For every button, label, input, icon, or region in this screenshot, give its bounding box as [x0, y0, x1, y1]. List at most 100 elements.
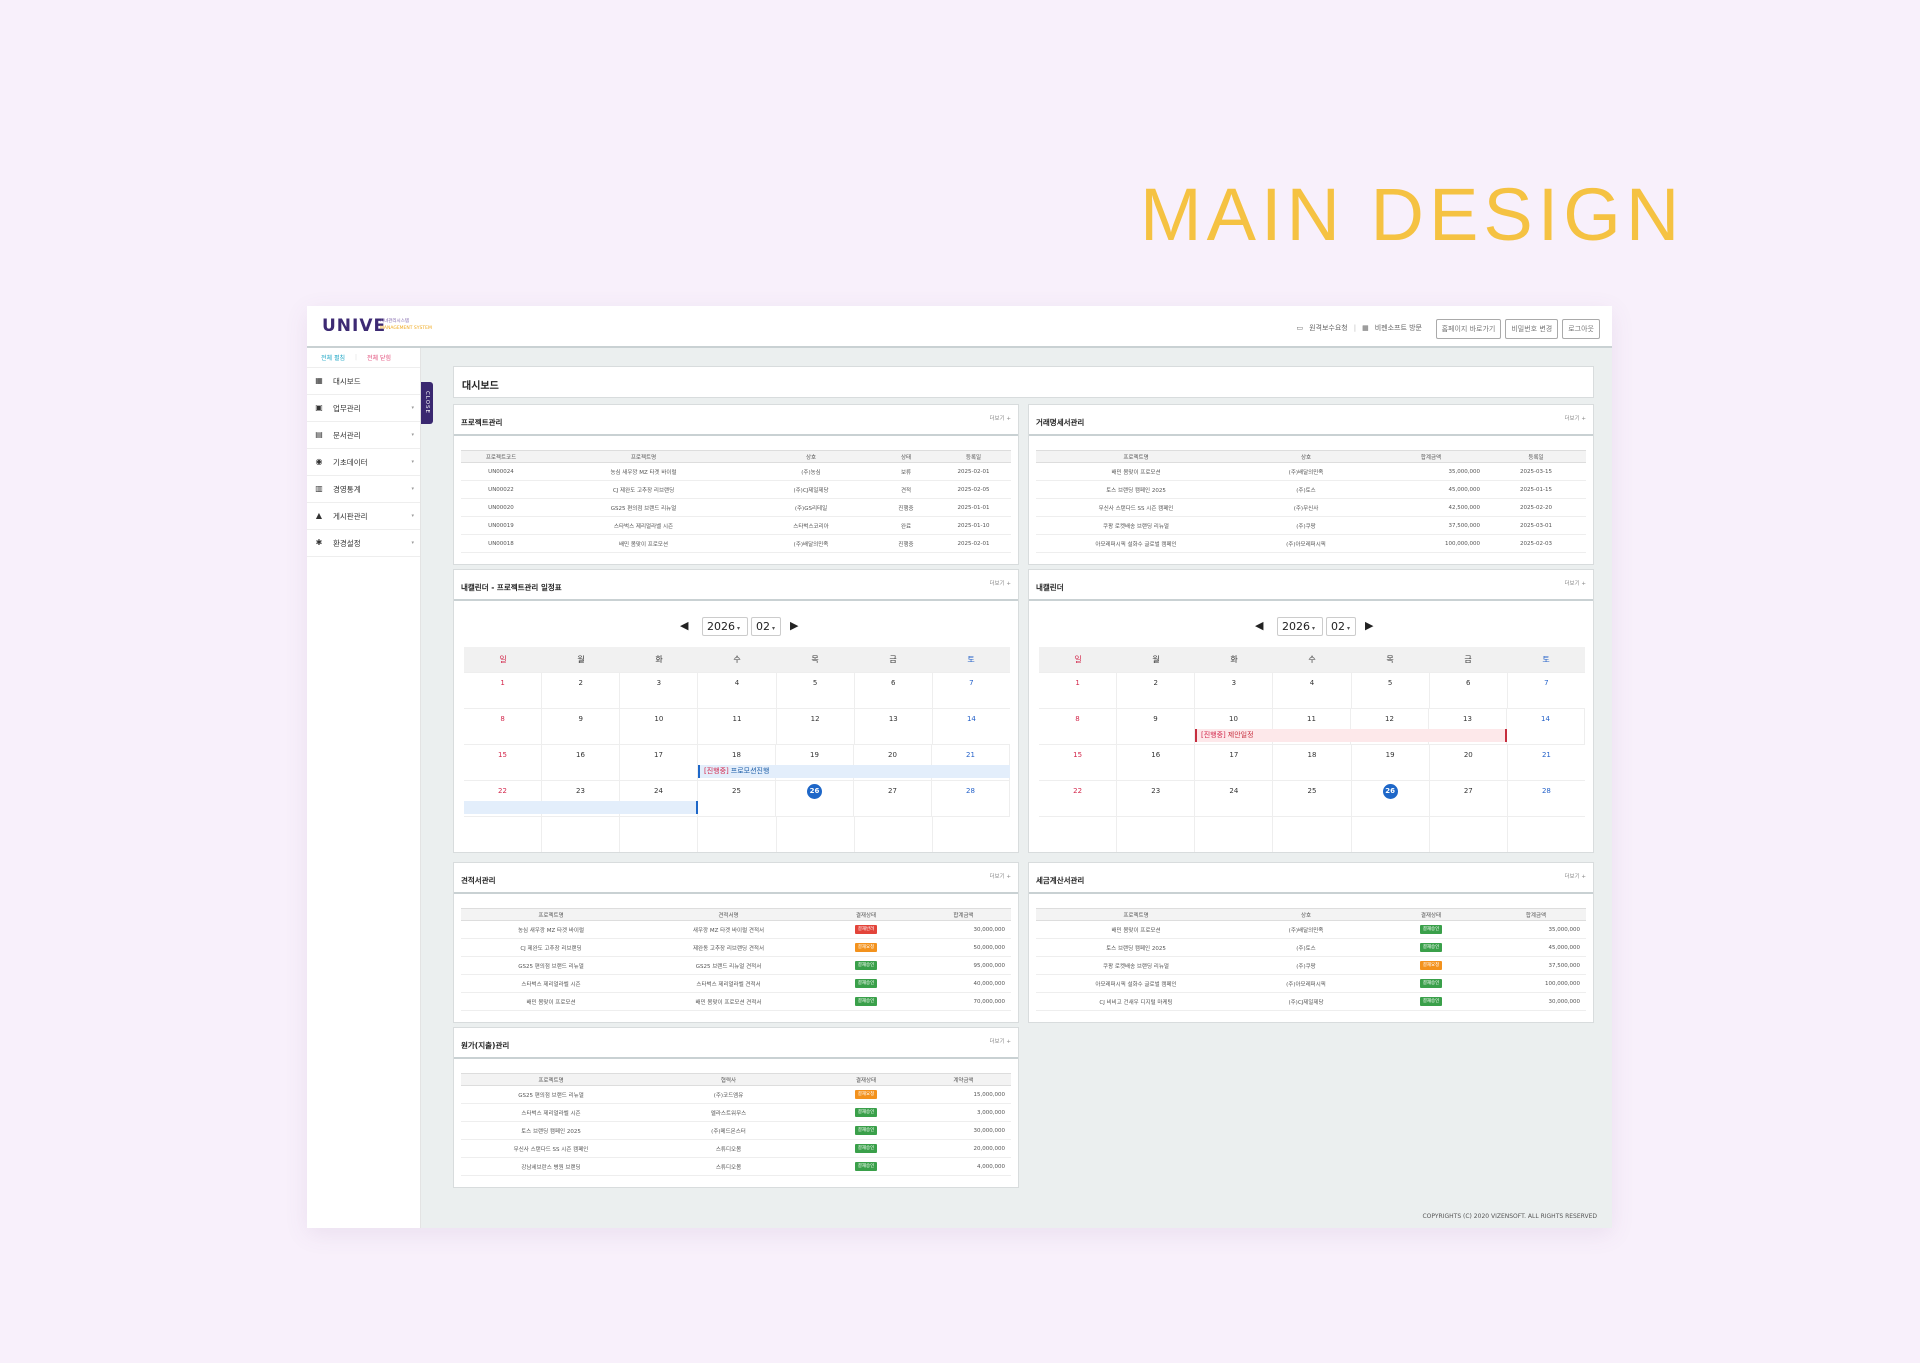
table-row[interactable]: 무신사 스탠다드 SS 시즌 캠페인 (주)무신사 42,500,000 2025-0… — [1036, 498, 1586, 517]
calendar-day[interactable]: 26 — [776, 781, 854, 816]
calendar-day[interactable]: 22 — [1039, 781, 1118, 816]
calendar-event[interactable] — [464, 801, 698, 814]
column-header[interactable]: 결재상태 — [816, 1073, 916, 1086]
calendar-day[interactable]: 24 — [620, 781, 698, 816]
column-header[interactable]: 프로젝트코드 — [461, 450, 541, 463]
table-row[interactable]: 무신사 스탠다드 SS 시즌 캠페인 스튜디오봄 결재승인 20,000,000 — [461, 1139, 1011, 1158]
table-row[interactable]: 쿠팡 로켓배송 브랜딩 리뉴얼 (주)쿠팡 37,500,000 2025-03-01 — [1036, 516, 1586, 535]
next-month-icon[interactable]: ▶ — [1365, 619, 1374, 632]
more-link[interactable]: 더보기 + — [1564, 416, 1586, 422]
calendar-day[interactable] — [1273, 817, 1352, 852]
calendar-day[interactable]: 18 — [1273, 745, 1352, 780]
sidebar-item-4[interactable]: ▥ 경영통계 ▾ — [307, 476, 420, 503]
column-header[interactable]: 프로젝트명 — [461, 1073, 641, 1086]
column-header[interactable]: 상태 — [876, 450, 936, 463]
table-row[interactable]: CJ 비비고 건새우 디지털 마케팅 (주)CJ제일제당 결재승인 30,000,00… — [1036, 992, 1586, 1011]
calendar-day[interactable]: 10 — [1195, 709, 1273, 744]
expand-all-button[interactable]: 전체 펼침 — [321, 355, 345, 362]
calendar-day[interactable]: 24 — [1195, 781, 1274, 816]
column-header[interactable]: 프로젝트명 — [1036, 450, 1236, 463]
calendar-day[interactable] — [1430, 817, 1508, 852]
calendar-day[interactable]: 15 — [1039, 745, 1118, 780]
calendar-day[interactable]: 27 — [1430, 781, 1508, 816]
calendar-day[interactable]: 7 — [933, 673, 1010, 708]
table-row[interactable]: 스타벅스 제리얼라벨 시즌 스타벅스 제리얼라벨 견적서 결재승인 40,000,00… — [461, 974, 1011, 993]
calendar-day[interactable]: 28 — [932, 781, 1010, 816]
calendar-day[interactable] — [933, 817, 1010, 852]
column-header[interactable]: 등록일 — [936, 450, 1011, 463]
calendar-day[interactable] — [698, 817, 777, 852]
calendar-day[interactable]: 9 — [542, 709, 621, 744]
calendar-day[interactable]: 11 — [1273, 709, 1351, 744]
table-row[interactable]: 배민 봄맞이 프로모션 배민 봄맞이 프로모션 견적서 결재승인 70,000,000 — [461, 992, 1011, 1011]
column-header[interactable]: 합계금액 — [1376, 450, 1486, 463]
calendar-day[interactable]: 5 — [1352, 673, 1430, 708]
column-header[interactable]: 계약금액 — [916, 1073, 1011, 1086]
column-header[interactable]: 상호 — [1236, 450, 1376, 463]
more-link[interactable]: 더보기 + — [1564, 874, 1586, 880]
calendar-event[interactable]: [진행중] 제안일정 — [1195, 729, 1507, 742]
sidebar-item-5[interactable]: ▲ 게시판관리 ▾ — [307, 503, 420, 530]
calendar-day[interactable]: 23 — [542, 781, 620, 816]
column-header[interactable]: 합계금액 — [916, 908, 1011, 921]
sidebar-item-2[interactable]: ▤ 문서관리 ▾ — [307, 422, 420, 449]
calendar-day[interactable]: 20 — [1430, 745, 1508, 780]
calendar-day[interactable]: 8 — [1039, 709, 1117, 744]
table-row[interactable]: 토스 브랜딩 캠페인 2025 (주)메드몬스터 결재승인 30,000,000 — [461, 1121, 1011, 1140]
table-row[interactable]: UN00018 배민 봄맞이 프로모션 (주)배달의민족 진행중 2025-02-01 — [461, 534, 1011, 553]
table-row[interactable]: 농심 새우깡 MZ 타겟 바이럴 새우깡 MZ 타겟 바이럴 견적서 결재반려 30,… — [461, 920, 1011, 939]
column-header[interactable]: 협력사 — [641, 1073, 816, 1086]
calendar-day[interactable]: 13 — [855, 709, 933, 744]
calendar-day[interactable]: 4 — [698, 673, 777, 708]
calendar-day[interactable]: 13 — [1429, 709, 1507, 744]
calendar-day[interactable]: 16 — [542, 745, 620, 780]
prev-month-icon[interactable]: ◀ — [1255, 619, 1264, 632]
calendar-day[interactable]: 21 — [1508, 745, 1585, 780]
column-header[interactable]: 합계금액 — [1486, 908, 1586, 921]
year-select[interactable]: 2026 ▾ — [1277, 617, 1323, 636]
calendar-day[interactable]: 12 — [777, 709, 855, 744]
table-row[interactable]: CJ 제완도 고추장 리브랜딩 제완동 고추장 리브랜딩 견적서 결재요청 50,00… — [461, 938, 1011, 957]
sidebar-close-tab[interactable]: CLOSE — [421, 382, 433, 424]
calendar-day[interactable] — [542, 817, 621, 852]
calendar-day[interactable] — [1195, 817, 1274, 852]
table-row[interactable]: UN00020 GS25 편의점 브랜드 리뉴얼 (주)GS리테일 진행중 2025-0… — [461, 498, 1011, 517]
calendar-day[interactable]: 21 — [932, 745, 1010, 780]
calendar-day[interactable]: 16 — [1117, 745, 1196, 780]
calendar-day[interactable]: 17 — [620, 745, 698, 780]
logo[interactable]: UNIVE 시녀관리시스템 MANAGEMENT SYSTEM — [322, 316, 432, 336]
table-row[interactable]: 배민 봄맞이 프로모션 (주)배달의민족 35,000,000 2025-03-15 — [1036, 462, 1586, 481]
calendar-day[interactable]: 3 — [1195, 673, 1274, 708]
calendar-day[interactable]: 20 — [854, 745, 932, 780]
column-header[interactable]: 결재상태 — [816, 908, 916, 921]
visit-vizensoft-link[interactable]: 비젠소프트 방문 — [1374, 324, 1422, 332]
calendar-day[interactable]: 19 — [776, 745, 854, 780]
calendar-day[interactable]: 18 — [698, 745, 776, 780]
calendar-day[interactable]: 14 — [933, 709, 1010, 744]
calendar-day[interactable] — [464, 817, 543, 852]
calendar-day[interactable]: 17 — [1195, 745, 1274, 780]
prev-month-icon[interactable]: ◀ — [680, 619, 689, 632]
more-link[interactable]: 더보기 + — [989, 416, 1011, 422]
calendar-day[interactable]: 26 — [1352, 781, 1430, 816]
calendar-day[interactable]: 6 — [1430, 673, 1508, 708]
calendar-day[interactable]: 12 — [1351, 709, 1429, 744]
calendar-day[interactable] — [777, 817, 855, 852]
remote-support-link[interactable]: 원격보수요청 — [1309, 324, 1348, 332]
calendar-day[interactable]: 28 — [1508, 781, 1585, 816]
sidebar-item-6[interactable]: ✱ 환경설정 ▾ — [307, 530, 420, 557]
column-header[interactable]: 상호 — [746, 450, 876, 463]
calendar-day[interactable]: 19 — [1352, 745, 1430, 780]
table-row[interactable]: UN00022 CJ 제완도 고추장 리브랜딩 (주)CJ제일제당 견적 2025-02… — [461, 480, 1011, 499]
collapse-all-button[interactable]: 전체 닫힘 — [367, 355, 392, 362]
logout-button[interactable]: 로그아웃 — [1562, 319, 1600, 339]
table-row[interactable]: GS25 편의점 브랜드 리뉴얼 GS25 브랜드 리뉴얼 견적서 결재승인 95,0… — [461, 956, 1011, 975]
calendar-day[interactable] — [1352, 817, 1430, 852]
table-row[interactable]: 강남세브란스 병원 브랜딩 스튜디오봄 결재승인 4,000,000 — [461, 1157, 1011, 1176]
calendar-day[interactable]: 27 — [854, 781, 932, 816]
calendar-day[interactable]: 3 — [620, 673, 699, 708]
calendar-day[interactable] — [1117, 817, 1196, 852]
table-row[interactable]: 토스 브랜딩 캠페인 2025 (주)토스 결재승인 45,000,000 — [1036, 938, 1586, 957]
calendar-day[interactable]: 25 — [1273, 781, 1352, 816]
homepage-button[interactable]: 홈페이지 바로가기 — [1435, 319, 1502, 339]
